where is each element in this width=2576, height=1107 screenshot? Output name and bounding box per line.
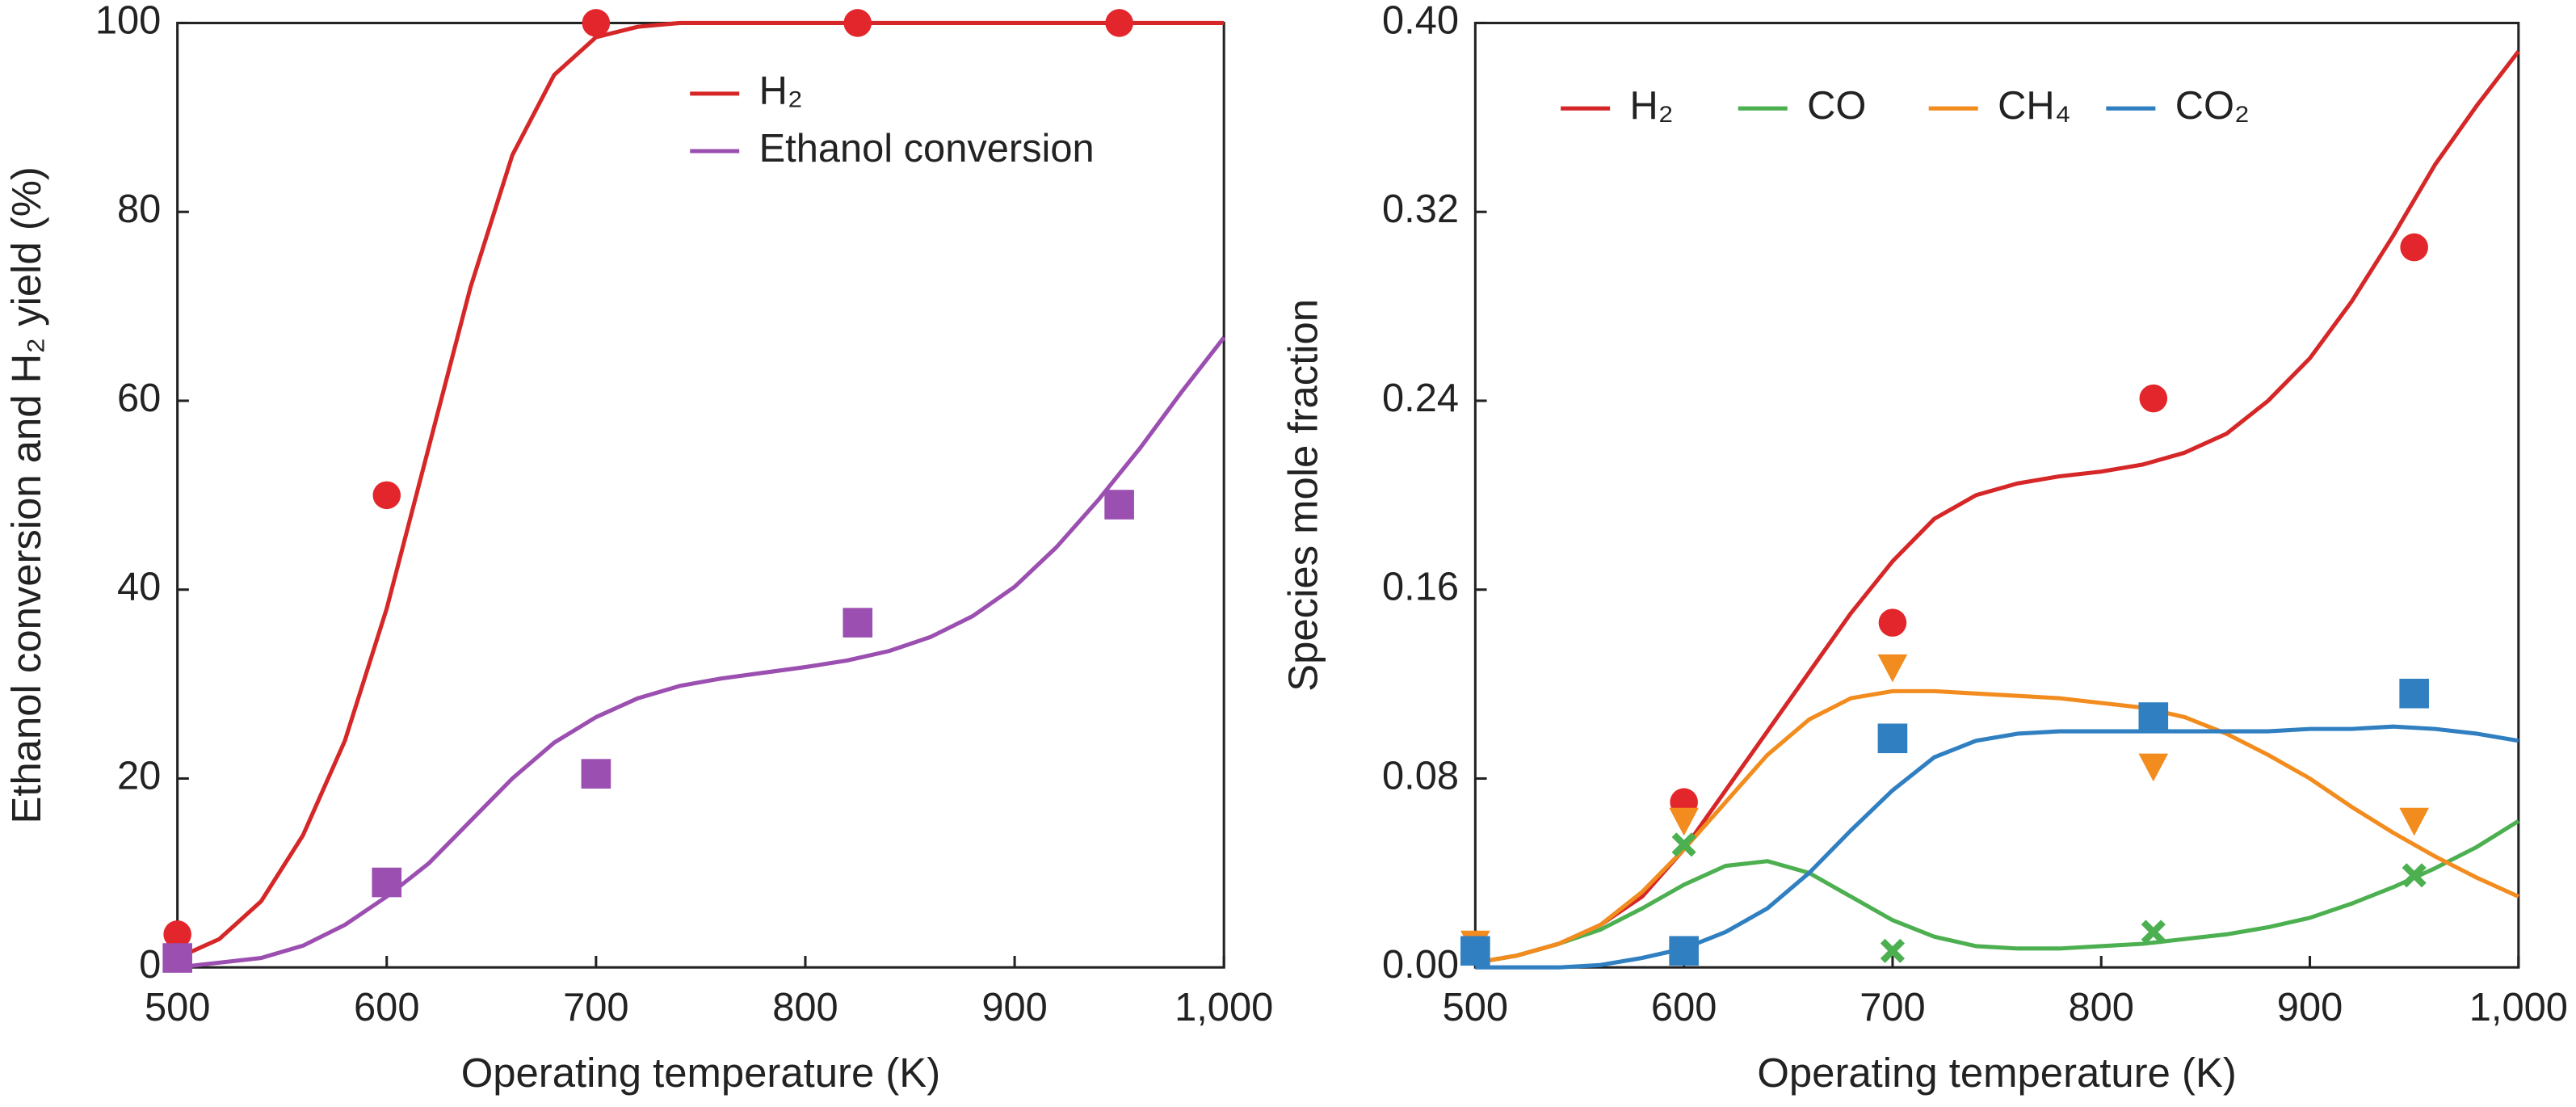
- data-point: [2138, 702, 2169, 732]
- x-tick-label: 700: [1860, 986, 1925, 1029]
- y-tick-label: 0.32: [1382, 187, 1459, 231]
- data-point: [2141, 920, 2166, 945]
- y-tick-label: 100: [95, 0, 161, 42]
- data-point: [1669, 807, 1699, 836]
- legend-label: Ethanol conversion: [759, 127, 1095, 170]
- data-point: [581, 759, 611, 789]
- x-tick-label: 900: [2277, 986, 2343, 1029]
- data-point: [582, 9, 611, 37]
- data-point: [2400, 233, 2428, 262]
- plot-frame: [1473, 21, 2520, 969]
- data-point: [1669, 936, 1699, 966]
- y-tick-label: 40: [117, 566, 161, 609]
- x-tick-label: 1,000: [2469, 986, 2568, 1029]
- y-tick-label: 0.00: [1382, 943, 1459, 987]
- x-tick-label: 800: [2069, 986, 2134, 1029]
- x-tick-label: 500: [1443, 986, 1508, 1029]
- y-tick-label: 0.24: [1382, 377, 1459, 420]
- data-point: [372, 481, 401, 510]
- data-point: [2402, 863, 2427, 888]
- x-tick-label: 700: [563, 986, 628, 1029]
- data-point: [1671, 832, 1696, 857]
- x-axis-title: Operating temperature (K): [461, 1050, 940, 1096]
- x-axis-title: Operating temperature (K): [1757, 1050, 2236, 1096]
- data-point: [843, 608, 873, 638]
- data-point: [1878, 608, 1907, 637]
- data-point: [2139, 384, 2168, 413]
- data-point: [1880, 938, 1906, 963]
- data-point: [1104, 490, 1134, 520]
- y-axis-title: Species mole fraction: [1280, 299, 1326, 692]
- series-line: [177, 336, 1226, 970]
- y-tick-label: 80: [117, 187, 161, 231]
- series-line: [1474, 819, 2520, 965]
- data-point: [2399, 678, 2429, 709]
- y-tick-label: 60: [117, 377, 161, 420]
- legend-label: CO₂: [2175, 84, 2250, 128]
- data-point: [372, 867, 402, 898]
- data-point: [1105, 9, 1133, 37]
- series-line: [1474, 688, 2519, 965]
- legend-label: CH₄: [1998, 84, 2070, 128]
- x-tick-label: 600: [1651, 986, 1717, 1029]
- y-tick-label: 20: [117, 754, 161, 798]
- y-axis-title: Ethanol conversion and H₂ yield (%): [3, 166, 49, 823]
- y-tick-label: 0.16: [1382, 566, 1459, 609]
- series-line: [1475, 724, 2519, 970]
- data-point: [1877, 723, 1908, 754]
- data-point: [1460, 936, 1490, 966]
- legend-label: H₂: [759, 69, 803, 113]
- y-tick-label: 0.40: [1382, 0, 1459, 42]
- series-line: [1474, 49, 2520, 965]
- series-line: [176, 20, 1225, 960]
- x-tick-label: 600: [354, 986, 419, 1029]
- legend-label: CO: [1807, 84, 1866, 128]
- y-tick-label: 0: [139, 943, 161, 987]
- x-tick-label: 800: [772, 986, 838, 1029]
- data-point: [2399, 807, 2429, 836]
- data-point: [843, 9, 872, 37]
- data-point: [162, 943, 192, 973]
- x-tick-label: 900: [981, 986, 1047, 1029]
- x-tick-label: 500: [145, 986, 210, 1029]
- data-point: [163, 920, 191, 949]
- data-point: [2138, 753, 2169, 782]
- data-point: [1877, 654, 1908, 683]
- x-tick-label: 1,000: [1175, 986, 1273, 1029]
- y-tick-label: 0.08: [1382, 754, 1459, 798]
- legend-label: H₂: [1630, 84, 1674, 128]
